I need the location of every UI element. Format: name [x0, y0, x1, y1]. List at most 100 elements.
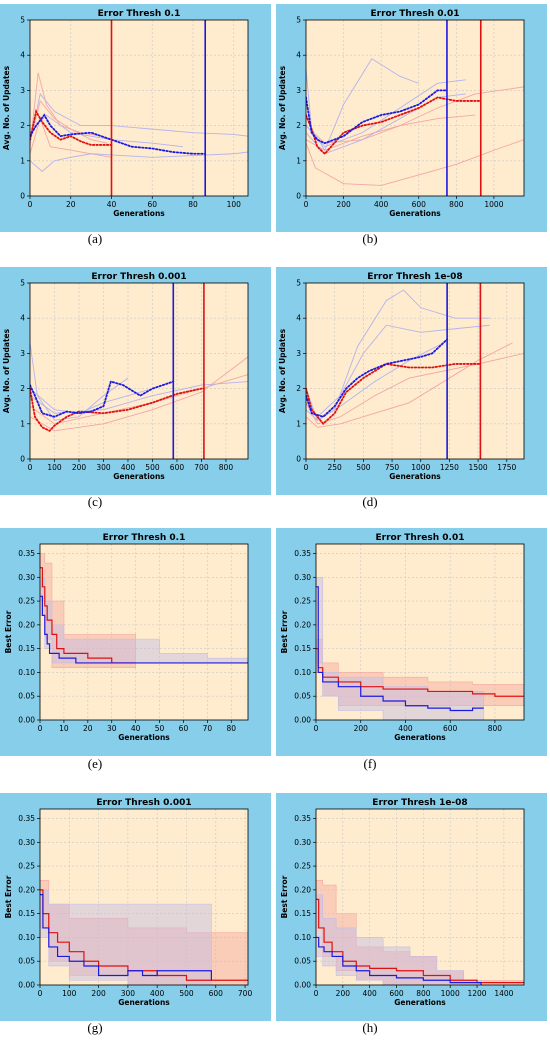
blue-error-band [316, 576, 485, 720]
axes-frame [305, 19, 525, 197]
x-tick-label: 600 [389, 989, 404, 998]
red-best-error-line [316, 898, 524, 984]
y-tick-label: 0.30 [294, 838, 311, 847]
y-tick-label: 2 [296, 121, 301, 130]
series-group [306, 289, 524, 428]
x-tick-label: 400 [363, 989, 378, 998]
blue-mean-line [30, 380, 175, 418]
y-tick-label: 0.10 [18, 933, 35, 942]
x-tick-label: 800 [449, 200, 464, 209]
blue-best-error-line [316, 586, 484, 712]
x-tick-label: 400 [374, 200, 389, 209]
blue-best-error-line [40, 595, 248, 664]
plot-area [40, 544, 248, 720]
red-mean-line [306, 363, 482, 426]
x-tick-label: 1000 [441, 989, 460, 998]
y-tick-label: 0.25 [18, 862, 35, 871]
x-tick-label: 400 [398, 724, 413, 733]
y-tick-label: 5 [296, 16, 301, 25]
red-mean-line [30, 387, 205, 432]
chart-svg: 0 200 400 600 800 1000 1200 1400 0.00 0.05 0.10 0.1… [276, 793, 547, 1021]
x-tick-label: 1500 [469, 463, 488, 472]
chart-panel-c: 0 100 200 300 400 500 600 700 800 0 1 2 3 4 5 Error Thr… [0, 267, 271, 495]
y-tick-label: 0.10 [294, 933, 311, 942]
y-tick-label: 0.30 [18, 838, 35, 847]
y-tick-label: 2 [20, 121, 25, 130]
x-tick-label: 1400 [494, 989, 513, 998]
caption-b: (b) [362, 231, 378, 246]
y-axis-label: Avg. No. of Updates [2, 65, 11, 150]
x-tick-label: 500 [145, 463, 160, 472]
x-tick-label: 1250 [440, 463, 459, 472]
y-tick-label: 0.05 [18, 692, 35, 701]
y-tick-label: 0.25 [294, 597, 311, 606]
y-tick-label: 0.05 [294, 957, 311, 966]
y-tick-label: 0.15 [18, 644, 35, 653]
x-tick-label: 80 [226, 724, 236, 733]
x-tick-label: 750 [385, 463, 400, 472]
plot-area [30, 283, 248, 459]
x-tick-label: 800 [488, 724, 503, 733]
chart-title: Error Thresh 1e-08 [367, 272, 462, 282]
plot-area [40, 809, 248, 985]
faint-red-run-line [306, 352, 524, 425]
y-tick-label: 0.35 [294, 549, 311, 558]
y-tick-label: 4 [296, 314, 301, 323]
x-tick-label: 100 [62, 989, 77, 998]
x-tick-label: 200 [354, 724, 369, 733]
series-group [316, 880, 524, 985]
y-tick-label: 3 [296, 86, 301, 95]
x-tick-label: 30 [107, 724, 117, 733]
y-tick-label: 0.00 [18, 716, 35, 725]
faint-red-run-line [30, 356, 248, 432]
y-tick-label: 0.10 [18, 668, 35, 677]
x-tick-label: 700 [194, 463, 209, 472]
chart-svg: 0 10 20 30 40 50 60 70 80 0.00 0.05 0.10 0.15 0.20 0.2… [0, 528, 271, 756]
y-tick-label: 0.15 [294, 909, 311, 918]
x-tick-label: 60 [147, 200, 157, 209]
plot-area [316, 809, 524, 985]
y-tick-label: 0 [20, 192, 25, 201]
chart-panel-h: 0 200 400 600 800 1000 1200 1400 0.00 0.05 0.10 0.1… [276, 793, 547, 1021]
y-tick-label: 5 [20, 16, 25, 25]
y-tick-label: 0.00 [18, 981, 35, 990]
red-best-error-line [40, 567, 136, 664]
x-tick-label: 700 [238, 989, 253, 998]
plot-area [306, 20, 524, 196]
x-tick-label: 60 [179, 724, 189, 733]
y-tick-label: 0.15 [18, 909, 35, 918]
y-tick-label: 4 [20, 314, 25, 323]
caption-a: (a) [87, 231, 103, 246]
y-tick-label: 0.00 [294, 716, 311, 725]
chart-panel-d: 0 250 500 750 1000 1250 1500 1750 0 1 2 3 4 5 Error Th… [276, 267, 547, 495]
y-tick-label: 0.00 [294, 981, 311, 990]
chart-title: Error Thresh 1e-08 [372, 798, 467, 808]
chart-panel-g: 0 100 200 300 400 500 600 700 0.00 0.05 0.10 0.15 0.… [0, 793, 271, 1021]
x-tick-label: 600 [443, 724, 458, 733]
x-tick-label: 20 [66, 200, 76, 209]
y-axis-label: Best Error [280, 875, 289, 918]
axes-frame [39, 808, 249, 986]
y-axis-label: Avg. No. of Updates [278, 65, 287, 150]
x-tick-label: 800 [219, 463, 234, 472]
faint-red-run-line [30, 99, 108, 144]
y-tick-label: 3 [20, 349, 25, 358]
y-tick-label: 0.20 [18, 885, 35, 894]
x-tick-label: 70 [203, 724, 213, 733]
series-group [40, 880, 248, 985]
x-tick-label: 1200 [467, 989, 486, 998]
series-group [306, 58, 524, 186]
y-tick-label: 2 [20, 384, 25, 393]
x-tick-label: 200 [72, 463, 87, 472]
plot-area [316, 544, 524, 720]
y-tick-label: 4 [20, 51, 25, 60]
x-tick-label: 0 [314, 724, 319, 733]
blue-mean-line [306, 338, 449, 418]
x-tick-label: 40 [107, 200, 117, 209]
y-tick-label: 0 [296, 192, 301, 201]
chart-svg: 0 200 400 600 800 0.00 0.05 0.10 0.15 0.20 0.25 0.3… [276, 528, 547, 756]
x-axis-label: Generations [389, 209, 441, 218]
x-tick-label: 0 [28, 463, 33, 472]
y-tick-label: 0.25 [18, 597, 35, 606]
series-group [30, 342, 248, 432]
